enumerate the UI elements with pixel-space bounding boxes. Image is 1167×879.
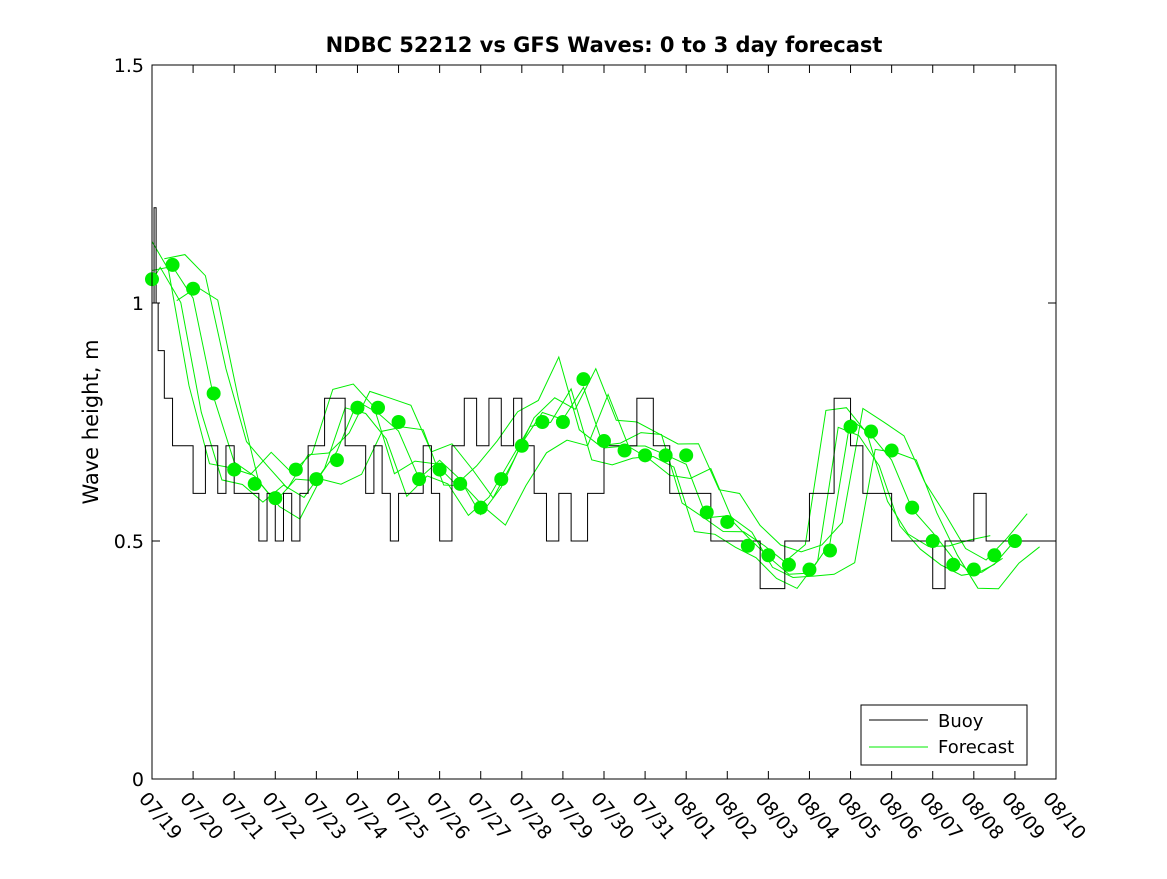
x-tick-label: 07/29 bbox=[545, 788, 597, 844]
forecast-point bbox=[391, 415, 406, 429]
forecast-point bbox=[617, 443, 632, 458]
forecast-point bbox=[576, 372, 591, 387]
forecast-point bbox=[288, 462, 303, 477]
forecast-point bbox=[247, 476, 262, 491]
forecast-line bbox=[151, 239, 991, 563]
forecast-point bbox=[535, 415, 550, 429]
forecast-point bbox=[987, 548, 1002, 563]
x-tick-label: 08/04 bbox=[792, 788, 844, 844]
forecast-point bbox=[699, 505, 714, 520]
forecast-point bbox=[432, 462, 447, 477]
legend: Buoy Forecast bbox=[860, 704, 1028, 766]
legend-box bbox=[860, 704, 1028, 766]
forecast-point bbox=[864, 424, 879, 439]
forecast-point bbox=[597, 434, 611, 449]
forecast-point bbox=[843, 419, 858, 434]
forecast-point bbox=[514, 438, 529, 453]
forecast-point bbox=[740, 538, 755, 553]
forecast-point bbox=[823, 543, 837, 558]
x-tick-label: 07/20 bbox=[175, 788, 227, 844]
x-tick-label: 08/02 bbox=[709, 788, 761, 844]
forecast-point bbox=[884, 443, 899, 458]
x-tick-label: 07/28 bbox=[504, 788, 556, 844]
forecast-point bbox=[206, 386, 221, 401]
x-tick-label: 08/09 bbox=[997, 788, 1049, 844]
y-tick-label: 0.5 bbox=[114, 531, 144, 553]
x-tick-label: 07/22 bbox=[257, 788, 309, 844]
forecast-point bbox=[638, 448, 653, 463]
forecast-line bbox=[151, 266, 1003, 590]
y-tick-label: 0 bbox=[132, 769, 144, 791]
forecast-point bbox=[946, 557, 961, 572]
forecast-point bbox=[761, 548, 776, 563]
forecast-point bbox=[781, 557, 796, 572]
forecast-point bbox=[494, 472, 509, 487]
chart-title: NDBC 52212 vs GFS Waves: 0 to 3 day fore… bbox=[326, 33, 883, 57]
x-tick-label: 08/03 bbox=[751, 788, 803, 844]
forecast-point bbox=[186, 281, 201, 296]
x-tick-label: 08/05 bbox=[833, 788, 885, 844]
x-tick-label: 08/07 bbox=[915, 788, 967, 844]
x-tick-label: 08/06 bbox=[874, 788, 926, 844]
legend-forecast-label: Forecast bbox=[938, 737, 1014, 758]
forecast-point bbox=[227, 462, 242, 477]
forecast-point bbox=[802, 562, 817, 577]
x-tick-label: 07/25 bbox=[381, 788, 433, 844]
x-tick-label: 07/30 bbox=[586, 788, 638, 844]
forecast-point bbox=[329, 453, 344, 468]
forecast-point bbox=[165, 257, 180, 272]
forecast-point bbox=[371, 400, 385, 415]
forecast-point bbox=[925, 534, 940, 548]
forecast-point bbox=[268, 491, 283, 506]
x-tick-label: 08/01 bbox=[668, 788, 720, 844]
forecast-point bbox=[658, 448, 673, 463]
x-tick-label: 07/31 bbox=[627, 788, 679, 844]
forecast-point bbox=[412, 472, 427, 487]
legend-buoy-label: Buoy bbox=[938, 711, 984, 732]
forecast-point bbox=[1007, 534, 1022, 548]
forecast-point bbox=[350, 400, 365, 415]
forecast-point bbox=[679, 448, 694, 463]
forecast-point bbox=[966, 562, 981, 577]
forecast-point bbox=[473, 500, 488, 515]
buoy-line-group bbox=[152, 207, 1056, 590]
forecast-point bbox=[555, 415, 570, 429]
x-tick-label: 07/19 bbox=[134, 788, 186, 844]
forecast-point bbox=[905, 500, 920, 515]
x-tick-label: 07/26 bbox=[422, 788, 474, 844]
forecast-point bbox=[309, 472, 324, 487]
y-tick-label: 1.5 bbox=[114, 55, 144, 77]
x-tick-label: 08/10 bbox=[1038, 788, 1090, 844]
x-tick-label: 07/23 bbox=[299, 788, 351, 844]
x-tick-label: 07/27 bbox=[463, 788, 515, 844]
y-axis-label: Wave height, m bbox=[79, 339, 103, 504]
plot-area bbox=[152, 65, 1056, 779]
y-tick-label: 1 bbox=[132, 293, 144, 315]
forecast-points bbox=[145, 257, 1022, 577]
x-tick-label: 08/08 bbox=[956, 788, 1008, 844]
forecast-point bbox=[453, 476, 468, 491]
x-tick-label: 07/21 bbox=[216, 788, 268, 844]
forecast-point bbox=[720, 514, 735, 529]
x-tick-label: 07/24 bbox=[340, 788, 392, 844]
buoy-line bbox=[152, 207, 1056, 590]
